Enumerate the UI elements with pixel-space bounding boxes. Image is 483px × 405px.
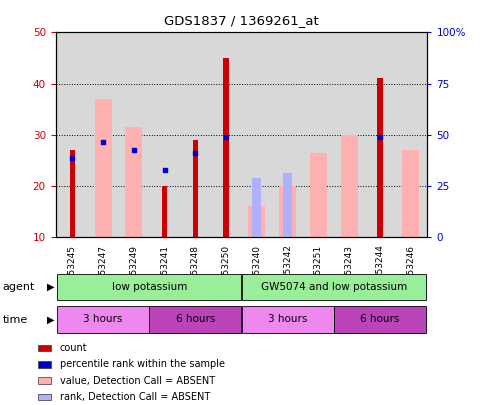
Bar	[334, 307, 426, 333]
Text: rank, Detection Call = ABSENT: rank, Detection Call = ABSENT	[60, 392, 210, 402]
Bar	[223, 58, 229, 237]
Text: ▶: ▶	[47, 282, 55, 292]
Text: agent: agent	[2, 282, 35, 292]
Text: percentile rank within the sample: percentile rank within the sample	[60, 359, 225, 369]
Text: 3 hours: 3 hours	[84, 314, 123, 324]
Text: ▶: ▶	[47, 315, 55, 324]
Text: 3 hours: 3 hours	[268, 314, 307, 324]
Bar	[57, 274, 242, 300]
Bar	[402, 150, 419, 237]
Bar	[193, 140, 198, 237]
Bar	[310, 153, 327, 237]
Bar	[38, 361, 51, 368]
Text: 6 hours: 6 hours	[360, 314, 399, 324]
Bar	[57, 307, 149, 333]
Bar	[38, 377, 51, 384]
Text: value, Detection Call = ABSENT: value, Detection Call = ABSENT	[60, 376, 215, 386]
Text: 6 hours: 6 hours	[176, 314, 215, 324]
Bar	[279, 186, 296, 237]
Bar	[283, 173, 292, 237]
Bar	[242, 274, 426, 300]
Bar	[149, 307, 242, 333]
Text: GDS1837 / 1369261_at: GDS1837 / 1369261_at	[164, 14, 319, 27]
Bar	[126, 127, 142, 237]
Bar	[248, 206, 265, 237]
Text: time: time	[2, 315, 28, 324]
Bar	[38, 394, 51, 401]
Bar	[38, 345, 51, 352]
Text: low potassium: low potassium	[112, 281, 187, 292]
Bar	[162, 186, 168, 237]
Bar	[341, 134, 357, 237]
Bar	[377, 79, 383, 237]
Bar	[70, 150, 75, 237]
Bar	[242, 307, 334, 333]
Text: GW5074 and low potassium: GW5074 and low potassium	[261, 281, 407, 292]
Bar	[252, 178, 261, 237]
Bar	[95, 99, 112, 237]
Text: count: count	[60, 343, 87, 353]
